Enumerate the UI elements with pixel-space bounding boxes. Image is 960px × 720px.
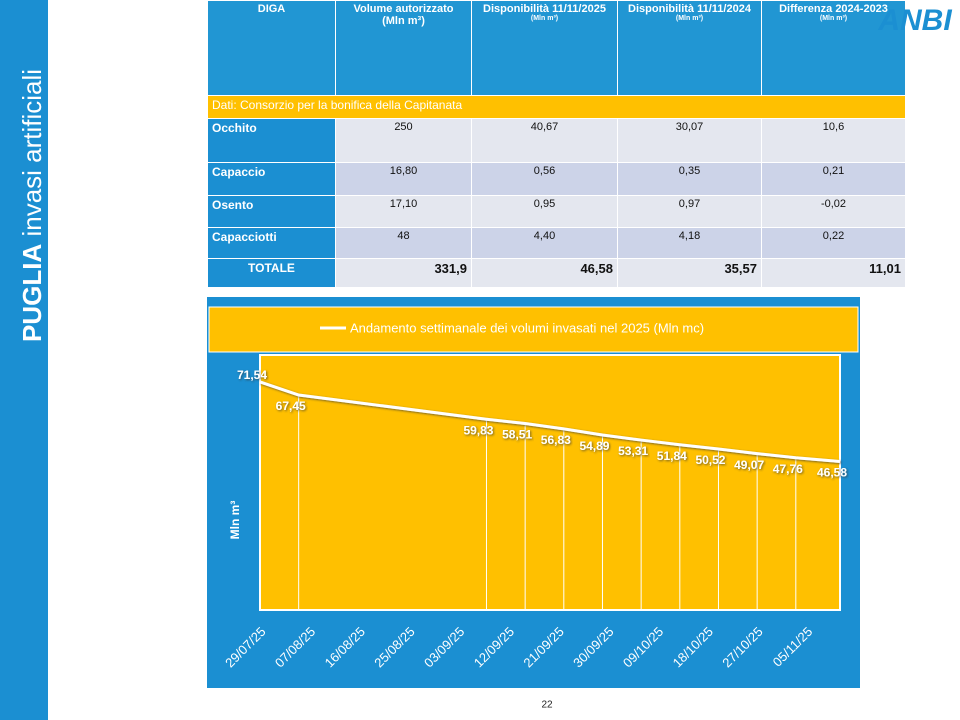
total-value: 46,58 [471, 258, 618, 288]
dam-name: Occhito [207, 118, 336, 163]
data-label: 54,89 [579, 439, 609, 453]
page-number: 22 [541, 700, 553, 711]
dam-name: Capaccio [207, 162, 336, 196]
total-value: 331,9 [335, 258, 472, 288]
x-tick-label: 30/09/25 [570, 624, 616, 670]
header-title: Differenza 2024-2023 [779, 3, 888, 15]
x-tick-label: 07/08/25 [272, 624, 318, 670]
data-label: 50,52 [695, 453, 725, 467]
header-cell: Disponibilità 11/11/2025 (Mln m³) [471, 0, 618, 96]
header-cell: Differenza 2024-2023 (Mln m³) [761, 0, 906, 96]
table-row: Occhito 250 40,67 30,07 10,6 [207, 118, 906, 163]
header-cell: DIGA [207, 0, 336, 96]
x-tick-label: 16/08/25 [322, 624, 368, 670]
value-cell: 0,95 [471, 195, 618, 228]
table-row: Capaccio 16,80 0,56 0,35 0,21 [207, 162, 906, 196]
total-row: TOTALE 331,9 46,58 35,57 11,01 [207, 258, 906, 288]
x-tick-label: 09/10/25 [620, 624, 666, 670]
data-label: 53,31 [618, 444, 648, 458]
x-tick-label: 05/11/25 [770, 624, 816, 670]
sidebar-rest: invasi artificiali [17, 69, 47, 237]
sidebar-title: PUGLIA invasi artificiali [17, 69, 47, 342]
value-cell: 4,40 [471, 227, 618, 259]
data-label: 59,83 [463, 423, 493, 437]
data-label: 51,84 [657, 449, 687, 463]
value-cell: 0,21 [761, 162, 906, 196]
value-cell: 0,35 [617, 162, 762, 196]
sidebar-bold: PUGLIA [17, 244, 47, 342]
table-row: Osento 17,10 0,95 0,97 -0,02 [207, 195, 906, 228]
value-cell: 30,07 [617, 118, 762, 163]
data-label: 67,45 [276, 399, 306, 413]
value-cell: 0,56 [471, 162, 618, 196]
data-label: 46,58 [817, 466, 847, 480]
header-unit: (Mln m³) [819, 15, 848, 22]
plot-area [259, 354, 841, 611]
legend-label: Andamento settimanale dei volumi invasat… [350, 320, 704, 335]
value-cell: 4,18 [617, 227, 762, 259]
table-row: Capacciotti 48 4,40 4,18 0,22 [207, 227, 906, 259]
data-table: DIGA Volume autorizzato (Mln m³) Disponibil… [207, 0, 906, 288]
header-title: DIGA [257, 3, 286, 15]
value-cell: 250 [335, 118, 472, 163]
header-unit: (Mln m³) [675, 15, 704, 22]
value-cell: 10,6 [761, 118, 906, 163]
header-unit: (Mln m³) [530, 15, 559, 22]
value-cell: 16,80 [335, 162, 472, 196]
x-tick-label: 25/08/25 [371, 624, 417, 670]
header-unit: (Mln m³) [382, 15, 425, 27]
x-tick-label: 29/07/25 [222, 624, 268, 670]
x-tick-label: 18/10/25 [670, 624, 716, 670]
total-label: TOTALE [207, 258, 336, 288]
total-value: 35,57 [617, 258, 762, 288]
header-title: Disponibilità 11/11/2025 [483, 3, 606, 15]
data-label: 49,07 [734, 458, 764, 472]
value-cell: 0,97 [617, 195, 762, 228]
value-cell: 40,67 [471, 118, 618, 163]
chart-bg [207, 297, 860, 688]
header-cell: Volume autorizzato (Mln m³) [335, 0, 472, 96]
value-cell: -0,02 [761, 195, 906, 228]
x-tick-label: 03/09/25 [421, 624, 467, 670]
x-tick-label: 12/09/25 [471, 624, 517, 670]
header-title: Disponibilità 11/11/2024 [628, 3, 751, 15]
value-cell: 17,10 [335, 195, 472, 228]
data-label: 58,51 [502, 428, 532, 442]
dam-name: Osento [207, 195, 336, 228]
x-tick-label: 21/09/25 [520, 624, 566, 670]
dam-name: Capacciotti [207, 227, 336, 259]
line [259, 380, 841, 464]
header-cell: Disponibilità 11/11/2024 (Mln m³) [617, 0, 762, 96]
source-row: Dati: Consorzio per la bonifica della Ca… [207, 95, 906, 119]
value-cell: 0,22 [761, 227, 906, 259]
sidebar-bg [0, 0, 48, 720]
header-row: DIGA Volume autorizzato (Mln m³) Disponibil… [207, 0, 906, 96]
source-cell: Dati: Consorzio per la bonifica della Ca… [207, 95, 906, 119]
x-tick-label: 27/10/25 [719, 624, 765, 670]
header-title: Volume autorizzato [353, 3, 454, 15]
data-label: 56,83 [541, 433, 571, 447]
data-label: 47,76 [773, 462, 803, 476]
legend-box [208, 306, 859, 353]
data-label: 71,54 [237, 368, 267, 382]
sidebar: PUGLIA invasi artificiali [0, 0, 48, 720]
total-value: 11,01 [761, 258, 906, 288]
value-cell: 48 [335, 227, 472, 259]
y-axis-label: Mln m³ [228, 501, 242, 540]
